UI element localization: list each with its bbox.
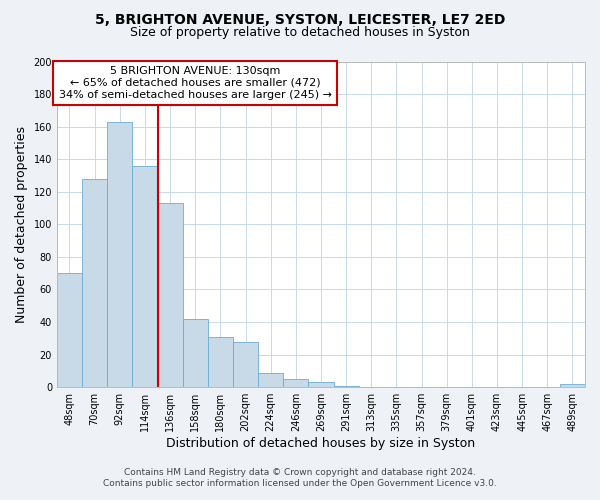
Bar xyxy=(258,372,283,387)
Text: 5 BRIGHTON AVENUE: 130sqm
← 65% of detached houses are smaller (472)
34% of semi: 5 BRIGHTON AVENUE: 130sqm ← 65% of detac… xyxy=(59,66,332,100)
Bar xyxy=(158,203,182,387)
Bar xyxy=(308,382,334,387)
X-axis label: Distribution of detached houses by size in Syston: Distribution of detached houses by size … xyxy=(166,437,476,450)
Bar xyxy=(208,336,233,387)
Y-axis label: Number of detached properties: Number of detached properties xyxy=(15,126,28,323)
Bar xyxy=(82,179,107,387)
Bar xyxy=(182,319,208,387)
Bar xyxy=(283,379,308,387)
Text: Size of property relative to detached houses in Syston: Size of property relative to detached ho… xyxy=(130,26,470,39)
Text: Contains HM Land Registry data © Crown copyright and database right 2024.
Contai: Contains HM Land Registry data © Crown c… xyxy=(103,468,497,487)
Bar xyxy=(560,384,585,387)
Bar xyxy=(57,273,82,387)
Bar xyxy=(334,386,359,387)
Bar xyxy=(107,122,133,387)
Bar xyxy=(233,342,258,387)
Bar xyxy=(133,166,158,387)
Text: 5, BRIGHTON AVENUE, SYSTON, LEICESTER, LE7 2ED: 5, BRIGHTON AVENUE, SYSTON, LEICESTER, L… xyxy=(95,12,505,26)
